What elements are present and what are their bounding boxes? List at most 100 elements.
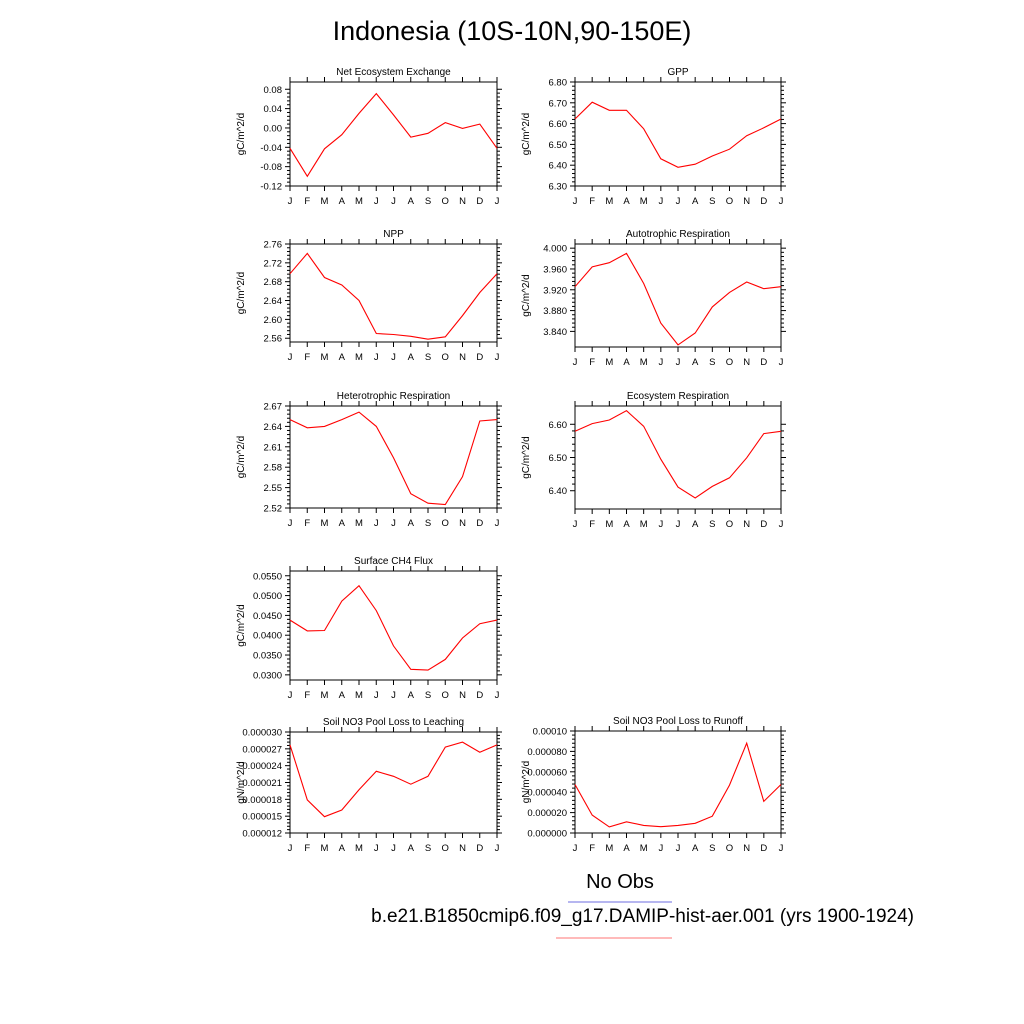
x-tick-label: S bbox=[425, 352, 431, 363]
x-tick-label: A bbox=[408, 843, 415, 854]
chart-panel: Soil NO3 Pool Loss to RunoffgN/m^2/d0.00… bbox=[521, 716, 786, 854]
x-tick-label: O bbox=[726, 196, 733, 207]
plot-frame bbox=[289, 570, 498, 681]
x-tick-label: A bbox=[623, 357, 630, 368]
y-tick-label: 4.000 bbox=[543, 244, 567, 255]
x-tick-label: J bbox=[374, 518, 379, 529]
y-tick-label: 2.64 bbox=[264, 422, 283, 433]
y-tick-label: 0.0300 bbox=[253, 670, 282, 681]
panel-title: NPP bbox=[383, 229, 404, 240]
x-tick-label: M bbox=[355, 352, 363, 363]
series-line bbox=[574, 741, 782, 828]
y-tick-label: -0.04 bbox=[260, 143, 282, 154]
x-tick-label: N bbox=[459, 843, 466, 854]
x-tick-label: F bbox=[589, 357, 595, 368]
x-tick-label: A bbox=[339, 352, 346, 363]
x-tick-label: A bbox=[692, 519, 699, 530]
y-tick-label: 0.0350 bbox=[253, 651, 282, 662]
y-tick-label: 0.000027 bbox=[242, 744, 282, 755]
x-tick-label: O bbox=[442, 196, 449, 207]
x-tick-label: F bbox=[589, 519, 595, 530]
x-tick-label: S bbox=[425, 196, 431, 207]
series-line bbox=[289, 411, 498, 506]
y-tick-label: 6.40 bbox=[549, 161, 568, 172]
page-title: Indonesia (10S-10N,90-150E) bbox=[332, 16, 692, 46]
x-tick-label: O bbox=[726, 357, 733, 368]
x-tick-label: J bbox=[374, 196, 379, 207]
x-tick-label: D bbox=[476, 196, 483, 207]
y-tick-label: 0.08 bbox=[264, 85, 283, 96]
chart-panel: Surface CH4 Flux gC/m^2/d 0.0300 0.0350 0.04… bbox=[236, 556, 502, 701]
x-tick-label: A bbox=[408, 518, 415, 529]
x-tick-label: N bbox=[459, 518, 466, 529]
x-tick-label: O bbox=[726, 519, 733, 530]
plot-frame bbox=[289, 243, 498, 343]
x-tick-label: N bbox=[743, 357, 750, 368]
x-tick-label: O bbox=[442, 843, 449, 854]
x-tick-label: J bbox=[495, 690, 500, 701]
y-tick-label: 2.76 bbox=[264, 240, 283, 251]
x-tick-label: S bbox=[709, 519, 715, 530]
y-tick-label: 0.000012 bbox=[242, 829, 282, 840]
x-tick-label: M bbox=[321, 690, 329, 701]
x-tick-label: J bbox=[495, 843, 500, 854]
x-tick-label: J bbox=[658, 519, 663, 530]
y-axis-label: gC/m^2/d bbox=[236, 272, 247, 315]
y-axis-label: gC/m^2/d bbox=[521, 274, 532, 317]
x-tick-label: S bbox=[425, 518, 431, 529]
y-tick-label: 0.000020 bbox=[527, 808, 567, 819]
x-tick-label: J bbox=[391, 690, 396, 701]
y-tick-label: 6.80 bbox=[549, 78, 568, 89]
x-tick-label: M bbox=[321, 518, 329, 529]
chart-panel: Net Ecosystem Exchange gC/m^2/d -0.12 -0.08… bbox=[236, 67, 502, 207]
x-tick-label: J bbox=[391, 352, 396, 363]
y-tick-label: 0.000018 bbox=[242, 795, 282, 806]
y-tick-label: 6.50 bbox=[549, 453, 568, 464]
x-tick-label: D bbox=[760, 519, 767, 530]
x-tick-label: S bbox=[425, 690, 431, 701]
series-line bbox=[574, 410, 782, 499]
x-tick-label: N bbox=[743, 196, 750, 207]
x-tick-label: J bbox=[374, 352, 379, 363]
x-tick-label: J bbox=[573, 843, 578, 854]
panel-title: Net Ecosystem Exchange bbox=[336, 67, 451, 78]
series-line bbox=[574, 101, 782, 168]
x-tick-label: J bbox=[288, 352, 293, 363]
x-tick-label: M bbox=[355, 690, 363, 701]
x-tick-label: O bbox=[442, 518, 449, 529]
y-tick-label: 0.000040 bbox=[527, 788, 567, 799]
y-tick-label: 2.58 bbox=[264, 463, 283, 474]
y-tick-label: 3.880 bbox=[543, 306, 567, 317]
x-tick-label: J bbox=[495, 196, 500, 207]
x-tick-label: M bbox=[640, 843, 648, 854]
x-tick-label: F bbox=[304, 690, 310, 701]
x-tick-label: A bbox=[623, 196, 630, 207]
x-tick-label: A bbox=[408, 690, 415, 701]
x-tick-label: D bbox=[760, 843, 767, 854]
x-tick-label: J bbox=[676, 357, 681, 368]
x-tick-label: D bbox=[760, 196, 767, 207]
x-tick-label: F bbox=[304, 843, 310, 854]
y-tick-label: 0.000024 bbox=[242, 761, 282, 772]
y-tick-label: 0.00010 bbox=[533, 727, 567, 738]
y-tick-label: 2.72 bbox=[264, 258, 283, 269]
x-tick-label: J bbox=[288, 196, 293, 207]
x-tick-label: J bbox=[288, 843, 293, 854]
panel-title: Heterotrophic Respiration bbox=[337, 391, 450, 402]
y-tick-label: 2.67 bbox=[264, 402, 283, 413]
series-line bbox=[574, 252, 782, 346]
x-tick-label: O bbox=[726, 843, 733, 854]
y-tick-label: 0.00 bbox=[264, 123, 283, 134]
y-tick-label: -0.08 bbox=[260, 162, 282, 173]
x-tick-label: F bbox=[304, 352, 310, 363]
x-tick-label: M bbox=[355, 843, 363, 854]
plot-frame bbox=[289, 81, 498, 187]
x-tick-label: F bbox=[589, 196, 595, 207]
y-tick-label: 2.56 bbox=[264, 334, 283, 345]
x-tick-label: A bbox=[339, 843, 346, 854]
panel-title: Autotrophic Respiration bbox=[626, 229, 730, 240]
y-tick-label: 6.60 bbox=[549, 119, 568, 130]
